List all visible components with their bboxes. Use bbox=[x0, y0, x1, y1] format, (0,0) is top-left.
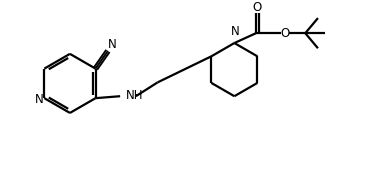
Text: O: O bbox=[253, 1, 262, 14]
Text: N: N bbox=[107, 38, 116, 52]
Text: NH: NH bbox=[126, 89, 144, 102]
Text: N: N bbox=[35, 93, 44, 106]
Text: O: O bbox=[280, 27, 289, 40]
Text: N: N bbox=[231, 25, 240, 38]
